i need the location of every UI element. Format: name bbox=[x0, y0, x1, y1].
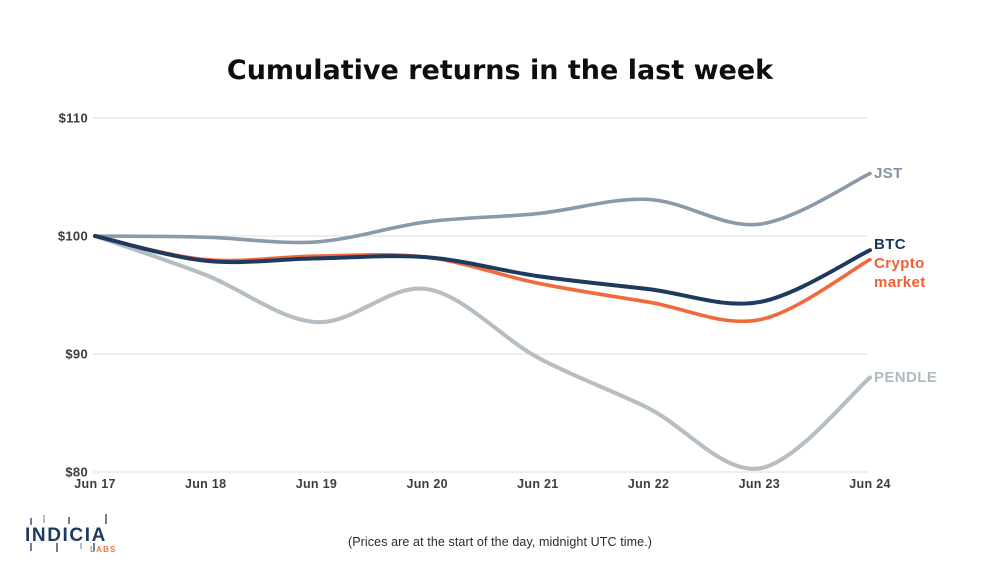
series-label-line: market bbox=[874, 273, 926, 291]
series-label-line: PENDLE bbox=[874, 368, 938, 386]
price-footnote: (Prices are at the start of the day, mid… bbox=[347, 535, 653, 549]
series-label-line: Crypto bbox=[874, 254, 925, 272]
x-axis-tick-label: Jun 23 bbox=[738, 477, 780, 491]
x-axis-tick-label: Jun 21 bbox=[517, 477, 559, 491]
x-axis-tick-label: Jun 19 bbox=[295, 477, 338, 491]
series-label-line: JST bbox=[874, 165, 903, 183]
indicia-labs-logo: INDICIA LABS bbox=[24, 510, 136, 565]
logo-candlewicks bbox=[30, 514, 107, 552]
y-axis-tick-label: $100 bbox=[57, 228, 88, 244]
series-label-btc: BTC bbox=[874, 235, 906, 254]
x-axis-tick-label: Jun 22 bbox=[627, 477, 670, 491]
series-label-jst: JST bbox=[874, 164, 903, 183]
series-label-line: BTC bbox=[874, 236, 907, 254]
y-axis-tick-label: $80 bbox=[65, 464, 88, 480]
x-axis-tick-label: Jun 17 bbox=[74, 477, 116, 491]
logo-brand-text: INDICIA bbox=[25, 525, 107, 546]
x-axis-tick-label: Jun 18 bbox=[185, 477, 227, 491]
series-line-jst bbox=[93, 171, 872, 245]
chart-title: Cumulative returns in the last week bbox=[226, 55, 774, 86]
series-line-btc bbox=[93, 234, 872, 306]
y-axis-tick-label: $110 bbox=[58, 110, 88, 126]
x-axis-tick-label: Jun 20 bbox=[406, 477, 448, 491]
x-axis-tick-label: Jun 24 bbox=[849, 477, 891, 491]
logo-graphic: INDICIA LABS bbox=[25, 514, 117, 554]
series-label-crypto-market: Crypto market bbox=[874, 254, 926, 292]
y-axis-tick-label: $90 bbox=[65, 346, 88, 362]
series-label-pendle: PENDLE bbox=[874, 368, 937, 387]
logo-sub-text: LABS bbox=[90, 545, 117, 554]
series-line-pendle bbox=[92, 233, 873, 471]
